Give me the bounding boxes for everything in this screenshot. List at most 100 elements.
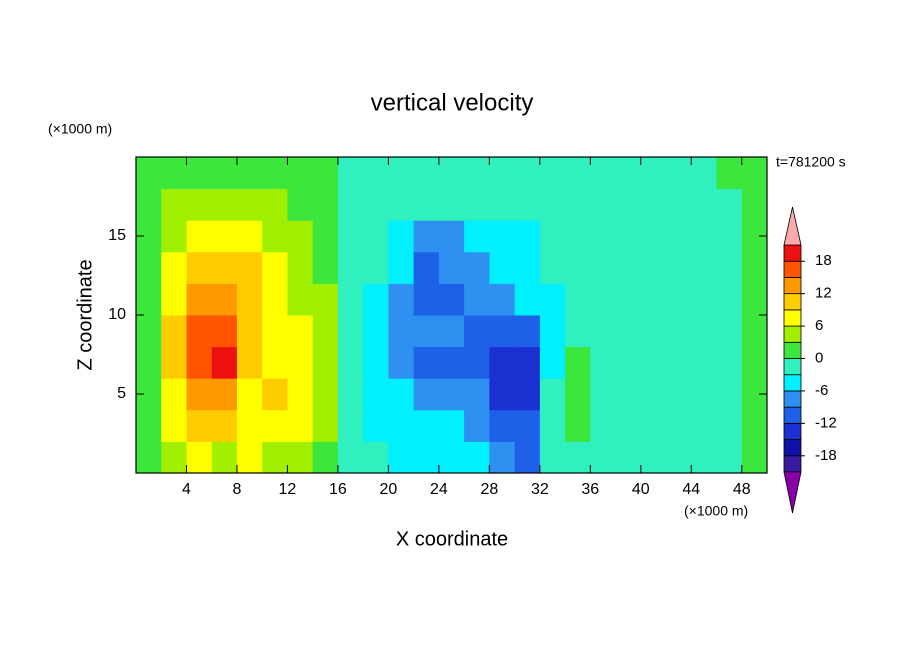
contour-cell [489, 315, 516, 348]
contour-cell [413, 378, 440, 411]
colorbar-box [783, 277, 802, 295]
contour-cell [590, 220, 617, 253]
contour-cell [489, 346, 516, 379]
contour-cell [514, 378, 541, 411]
contour-cell [741, 283, 768, 316]
contour-cell [539, 346, 566, 379]
x-tick-label: 48 [733, 481, 751, 498]
colorbar-box [783, 341, 802, 359]
contour-cell [211, 409, 238, 442]
contour-cell [211, 251, 238, 284]
contour-cell [287, 283, 314, 316]
contour-cell [438, 188, 465, 221]
contour-cell [337, 346, 364, 379]
contour-cell [489, 157, 516, 190]
contour-cell [489, 251, 516, 284]
contour-cell [514, 251, 541, 284]
contour-cell [590, 441, 617, 474]
contour-cell [337, 157, 364, 190]
contour-cell [539, 283, 566, 316]
contour-cell [666, 346, 692, 379]
contour-cell [741, 157, 768, 190]
contour-cell [236, 346, 263, 379]
contour-cell [716, 378, 743, 411]
contour-cell [716, 188, 743, 221]
contour-cell [337, 409, 364, 442]
contour-cell [716, 157, 743, 190]
colorbar-tick-label: -12 [815, 414, 837, 431]
colorbar-tick-label: 18 [815, 252, 832, 269]
contour-cell [236, 441, 263, 474]
contour-cell [211, 346, 238, 379]
contour-cell [136, 409, 162, 442]
contour-cell [363, 220, 389, 253]
contour-cell [590, 346, 617, 379]
contour-cell [337, 251, 364, 284]
contour-cell [539, 378, 566, 411]
contour-cell [615, 346, 642, 379]
contour-cell [590, 378, 617, 411]
contour-cell [640, 441, 667, 474]
contour-cell [539, 220, 566, 253]
x-tick-label: 16 [329, 481, 347, 498]
contour-cell [287, 315, 314, 348]
contour-cell [514, 346, 541, 379]
contour-cell [161, 188, 187, 221]
contour-cell [211, 188, 238, 221]
contour-cell [590, 315, 617, 348]
contour-cell [640, 188, 667, 221]
contour-cell [464, 346, 490, 379]
contour-cell [186, 220, 213, 253]
contour-cell [262, 315, 288, 348]
y-unit: (×1000 m) [48, 121, 112, 137]
contour-cell [186, 283, 213, 316]
contour-cell [388, 315, 415, 348]
contour-cell [514, 441, 541, 474]
contour-cell [741, 251, 768, 284]
colorbar-tick-label: 12 [815, 285, 832, 302]
contour-cell [438, 409, 465, 442]
contour-cell [186, 188, 213, 221]
contour-cell [262, 188, 288, 221]
contour-cell [186, 441, 213, 474]
x-tick-label: 36 [581, 481, 599, 498]
contour-cell [363, 378, 389, 411]
colorbar-box [783, 455, 802, 473]
contour-cell [337, 441, 364, 474]
contour-cell [262, 378, 288, 411]
contour-cell [666, 409, 692, 442]
contour-cell [211, 315, 238, 348]
contour-cell [337, 315, 364, 348]
contour-cell [337, 378, 364, 411]
contour-cell [211, 220, 238, 253]
contour-cell [716, 251, 743, 284]
colorbar-box [783, 260, 802, 278]
contour-cell [136, 441, 162, 474]
contour-cell [565, 157, 591, 190]
contour-cell [489, 409, 516, 442]
contour-cell [438, 220, 465, 253]
contour-cell [262, 409, 288, 442]
contour-cell [287, 441, 314, 474]
contour-cell [539, 157, 566, 190]
contour-cell [666, 188, 692, 221]
contour-cell [615, 220, 642, 253]
contour-cell [186, 251, 213, 284]
time-annotation: t=781200 s [776, 154, 846, 170]
contour-cell [565, 315, 591, 348]
contour-cell [716, 409, 743, 442]
y-tick-label: 5 [117, 385, 126, 402]
contour-cell [514, 220, 541, 253]
contour-cell [489, 441, 516, 474]
contour-cell [464, 378, 490, 411]
colorbar-box [783, 374, 802, 392]
x-tick-label: 40 [632, 481, 650, 498]
contour-cell [388, 409, 415, 442]
contour-cell [337, 220, 364, 253]
contour-cell [388, 188, 415, 221]
contour-cell [388, 441, 415, 474]
contour-cell [413, 315, 440, 348]
contour-cell [337, 283, 364, 316]
contour-cell [590, 251, 617, 284]
contour-cell [287, 251, 314, 284]
